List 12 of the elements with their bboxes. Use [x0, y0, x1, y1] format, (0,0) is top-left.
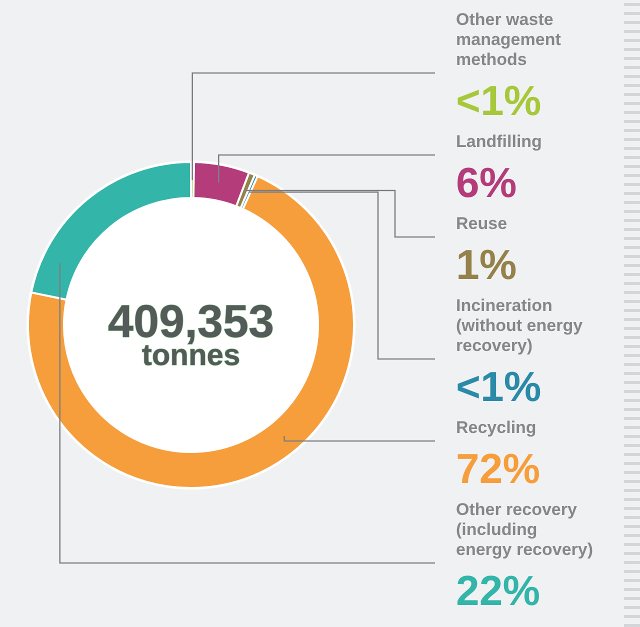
- data-label: 6%: [456, 159, 517, 206]
- slice-label: Incineration (without energy recovery): [456, 296, 584, 355]
- slice-label: Landfilling: [456, 132, 542, 151]
- slice-label: Recycling: [456, 418, 536, 437]
- slice-label: Other waste management methods: [456, 10, 562, 69]
- data-label: 1%: [456, 241, 517, 288]
- data-label: 72%: [456, 445, 540, 492]
- data-label: <1%: [456, 363, 542, 410]
- slice-label: Reuse: [456, 214, 508, 233]
- data-label: 22%: [456, 567, 540, 614]
- data-label: <1%: [456, 77, 542, 124]
- slice-label: Other recovery (including energy recovery): [456, 500, 594, 559]
